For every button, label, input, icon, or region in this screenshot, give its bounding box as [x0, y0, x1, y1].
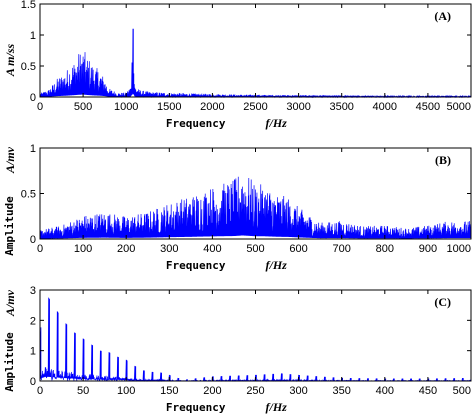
x-tick-label: 450	[419, 385, 437, 397]
signal-trace	[39, 28, 472, 99]
y-tick-label: 0.5	[21, 189, 36, 201]
x-axis-unit: f/Hz	[266, 258, 288, 272]
y-tick-label: 2	[30, 315, 36, 327]
y-axis-label: Amplitude	[3, 196, 16, 256]
panel-tag: (C)	[434, 295, 451, 309]
x-tick-label: 0	[37, 385, 43, 397]
x-tick-label: 800	[376, 243, 394, 255]
axes-box	[39, 3, 472, 98]
x-tick-label: 200	[203, 385, 221, 397]
y-axis-unit: A m/ss	[3, 44, 17, 78]
x-tick-label: 150	[160, 385, 178, 397]
y-tick-label: 1	[30, 30, 36, 42]
signal-trace	[39, 297, 472, 382]
y-tick-label: 3	[30, 285, 36, 297]
x-tick-label: 1500	[157, 101, 181, 113]
x-tick-label: 2000	[200, 101, 224, 113]
x-axis-unit: f/Hz	[266, 116, 288, 130]
x-tick-label: 300	[289, 385, 307, 397]
x-tick-label: 3000	[286, 101, 310, 113]
x-tick-label: 400	[376, 385, 394, 397]
signal-trace	[39, 176, 472, 239]
x-tick-label: 0	[37, 243, 43, 255]
y-axis-unit: A/mv	[3, 289, 17, 317]
x-tick-label: 5000	[447, 101, 471, 113]
y-axis-unit: A/mv	[3, 146, 17, 174]
x-axis-unit: f/Hz	[266, 400, 288, 414]
x-tick-label: 50	[77, 385, 89, 397]
x-tick-label: 100	[117, 385, 135, 397]
x-tick-label: 700	[333, 243, 351, 255]
x-tick-label: 500	[74, 101, 92, 113]
x-tick-label: 600	[289, 243, 307, 255]
y-tick-label: 1	[30, 143, 36, 155]
panel-c: 0 50 100 150 200 250 300 350 400 450 500 0 1 2 3 Freque…	[3, 285, 472, 414]
x-tick-label: 200	[117, 243, 135, 255]
x-tick-label: 500	[246, 243, 264, 255]
x-tick-label: 400	[203, 243, 221, 255]
x-tick-label: 4000	[373, 101, 397, 113]
x-tick-label: 3500	[329, 101, 353, 113]
panel-tag: (B)	[435, 153, 451, 167]
panel-a: 0 500 1000 1500 2000 2500 3000 3500 4000 4500 5000…	[3, 0, 472, 130]
x-tick-label: 2500	[243, 101, 267, 113]
x-axis-label: Frequency	[166, 117, 226, 130]
y-tick-label: 0.5	[21, 61, 36, 73]
x-tick-label: 500	[453, 385, 471, 397]
x-tick-label: 4500	[416, 101, 440, 113]
y-tick-label: 0	[30, 92, 36, 104]
x-axis-label: Frequency	[166, 401, 226, 414]
x-tick-label: 300	[160, 243, 178, 255]
panel-tag: (A)	[434, 9, 451, 23]
x-axis-label: Frequency	[166, 259, 226, 272]
x-tick-label: 250	[246, 385, 264, 397]
x-tick-label: 100	[74, 243, 92, 255]
y-tick-label: 1	[30, 346, 36, 358]
x-tick-label: 0	[37, 101, 43, 113]
x-tick-label: 350	[333, 385, 351, 397]
x-tick-label: 900	[419, 243, 437, 255]
y-axis-label: Amplitude	[3, 332, 16, 392]
y-tick-label: 1.5	[21, 0, 36, 11]
y-tick-label: 0	[30, 234, 36, 246]
x-tick-label: 1000	[114, 101, 138, 113]
y-tick-label: 0	[30, 376, 36, 388]
x-tick-label: 1000	[447, 243, 471, 255]
panel-b: 0 100 200 300 400 500 600 700 800 900 1000 0 0.5 1 Fre…	[3, 143, 472, 272]
axes-box	[39, 289, 472, 382]
